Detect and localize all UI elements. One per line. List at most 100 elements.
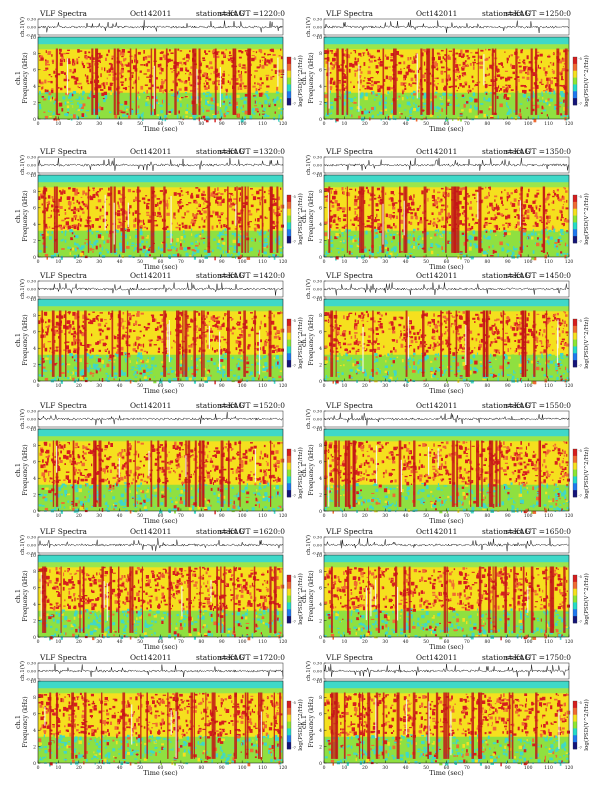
spectrogram-cell bbox=[70, 103, 74, 105]
spectrogram-cell bbox=[390, 91, 393, 94]
spectrogram-cell bbox=[343, 87, 347, 89]
spectrogram-cell bbox=[375, 232, 378, 234]
spectrogram-cell bbox=[122, 325, 125, 330]
spectrogram-cell bbox=[565, 232, 569, 234]
spectrogram-cell bbox=[436, 224, 438, 229]
spectrogram-cell bbox=[251, 109, 254, 114]
spectrogram-cell bbox=[448, 232, 453, 234]
spectrogram-cell bbox=[267, 235, 269, 238]
amplitude-tick-label: -0.30 bbox=[312, 33, 323, 38]
spectrogram-cell bbox=[229, 59, 231, 62]
spectrogram-cell bbox=[62, 238, 64, 241]
spectrogram-cell bbox=[539, 67, 542, 70]
spectrogram-cell bbox=[277, 107, 281, 110]
spectrogram-cell bbox=[111, 70, 115, 74]
spectrogram-cell bbox=[392, 236, 395, 240]
spectrogram-cell bbox=[69, 329, 71, 333]
spectrogram-cell bbox=[549, 236, 553, 240]
spectrogram-cell bbox=[400, 70, 403, 73]
spectrogram-cell bbox=[199, 359, 202, 362]
colorbar-segment bbox=[287, 339, 291, 347]
spectrogram-cell bbox=[558, 243, 561, 246]
spectrogram-cell bbox=[142, 250, 145, 253]
spectrogram-cell bbox=[88, 62, 91, 66]
spectrogram-cell bbox=[121, 63, 123, 66]
spectrogram-cell bbox=[164, 89, 166, 92]
spectrogram-cell bbox=[102, 205, 104, 209]
spectrogram-cell bbox=[551, 64, 554, 66]
spectrogram-cell bbox=[177, 201, 181, 205]
spectrogram-cell bbox=[202, 108, 205, 113]
spectrogram-cell bbox=[397, 70, 402, 75]
spectrogram-cell bbox=[47, 204, 49, 208]
spectrogram-cell bbox=[267, 374, 270, 378]
spectrogram-cell bbox=[225, 358, 228, 360]
time-tick-label: 110 bbox=[258, 259, 267, 265]
spectrogram-cell bbox=[420, 114, 424, 116]
spectrogram-cell bbox=[377, 219, 380, 221]
spectrogram-cell bbox=[45, 50, 47, 53]
spectrogram-cell bbox=[88, 321, 91, 324]
spectrogram-cell bbox=[560, 113, 563, 116]
spectrogram-cell bbox=[258, 249, 260, 254]
spectrogram-cell bbox=[120, 322, 122, 327]
spectrogram-cell bbox=[264, 58, 267, 62]
spectrogram-cell bbox=[447, 99, 450, 102]
spectrogram-cell bbox=[96, 367, 100, 371]
spectrogram-cell bbox=[407, 57, 410, 61]
spectrogram-cell bbox=[133, 373, 135, 376]
spectrogram-cell bbox=[96, 315, 100, 317]
spectrogram-cell bbox=[410, 92, 413, 95]
spectrogram-cell bbox=[264, 362, 268, 367]
spectrogram-cell bbox=[434, 77, 437, 79]
spectrogram-cell bbox=[392, 212, 395, 214]
spectrogram-cell bbox=[276, 86, 279, 91]
spectrogram-cell bbox=[216, 349, 218, 352]
spectrogram-cell bbox=[215, 51, 219, 55]
spectrogram-cell bbox=[421, 190, 424, 195]
spectrogram-cell bbox=[238, 362, 240, 365]
spectrogram-cell bbox=[161, 254, 163, 257]
spectrogram-cell bbox=[437, 229, 440, 233]
spectrogram-cell bbox=[552, 53, 554, 55]
spectrogram-cell bbox=[565, 219, 570, 223]
spectrogram-cell bbox=[389, 233, 393, 236]
spectrogram-cell bbox=[459, 54, 461, 57]
spectrogram-cell bbox=[174, 341, 176, 344]
spectrogram-cell bbox=[266, 85, 270, 88]
time-tick-label: 60 bbox=[158, 383, 164, 389]
spectrogram-cell bbox=[400, 54, 404, 58]
spectrogram-cell bbox=[548, 84, 551, 88]
spectrogram-cell bbox=[166, 206, 169, 210]
spectrogram-cell bbox=[242, 93, 247, 97]
spectrogram-cell bbox=[140, 224, 143, 228]
spectrogram-cell bbox=[143, 202, 146, 204]
spectrogram-cell bbox=[144, 57, 148, 60]
spectrogram-cell bbox=[528, 204, 531, 208]
spectrogram-cell bbox=[527, 96, 531, 99]
spectrogram-cell bbox=[459, 114, 463, 116]
spectrogram-cell bbox=[238, 197, 241, 202]
spectrogram-cell bbox=[436, 233, 438, 236]
spectrogram-cell bbox=[237, 336, 241, 339]
spectrogram-cell bbox=[272, 75, 275, 78]
spectrogram-cell bbox=[166, 230, 170, 233]
spectrogram-cell bbox=[349, 192, 351, 197]
spectrogram-cell bbox=[347, 91, 351, 94]
spectrogram-cell bbox=[540, 216, 543, 221]
colorbar-segment bbox=[287, 236, 291, 244]
spectrogram-cell bbox=[261, 82, 264, 85]
spectrogram-cell bbox=[154, 364, 157, 368]
spectrogram-cell bbox=[532, 72, 536, 76]
spectrogram-cell bbox=[395, 215, 398, 219]
spectrogram-cell bbox=[560, 95, 565, 97]
spectrogram-cell bbox=[330, 244, 334, 248]
spectrogram-cell bbox=[250, 188, 253, 190]
spectrogram-cell bbox=[271, 320, 275, 325]
spectrogram-cell bbox=[219, 351, 223, 355]
spectrogram-cell bbox=[102, 329, 104, 333]
spectrogram-cell bbox=[368, 58, 370, 61]
spectrogram-cell bbox=[428, 247, 430, 252]
spectrogram-streak bbox=[346, 48, 349, 115]
spectrogram-cell bbox=[120, 77, 123, 79]
